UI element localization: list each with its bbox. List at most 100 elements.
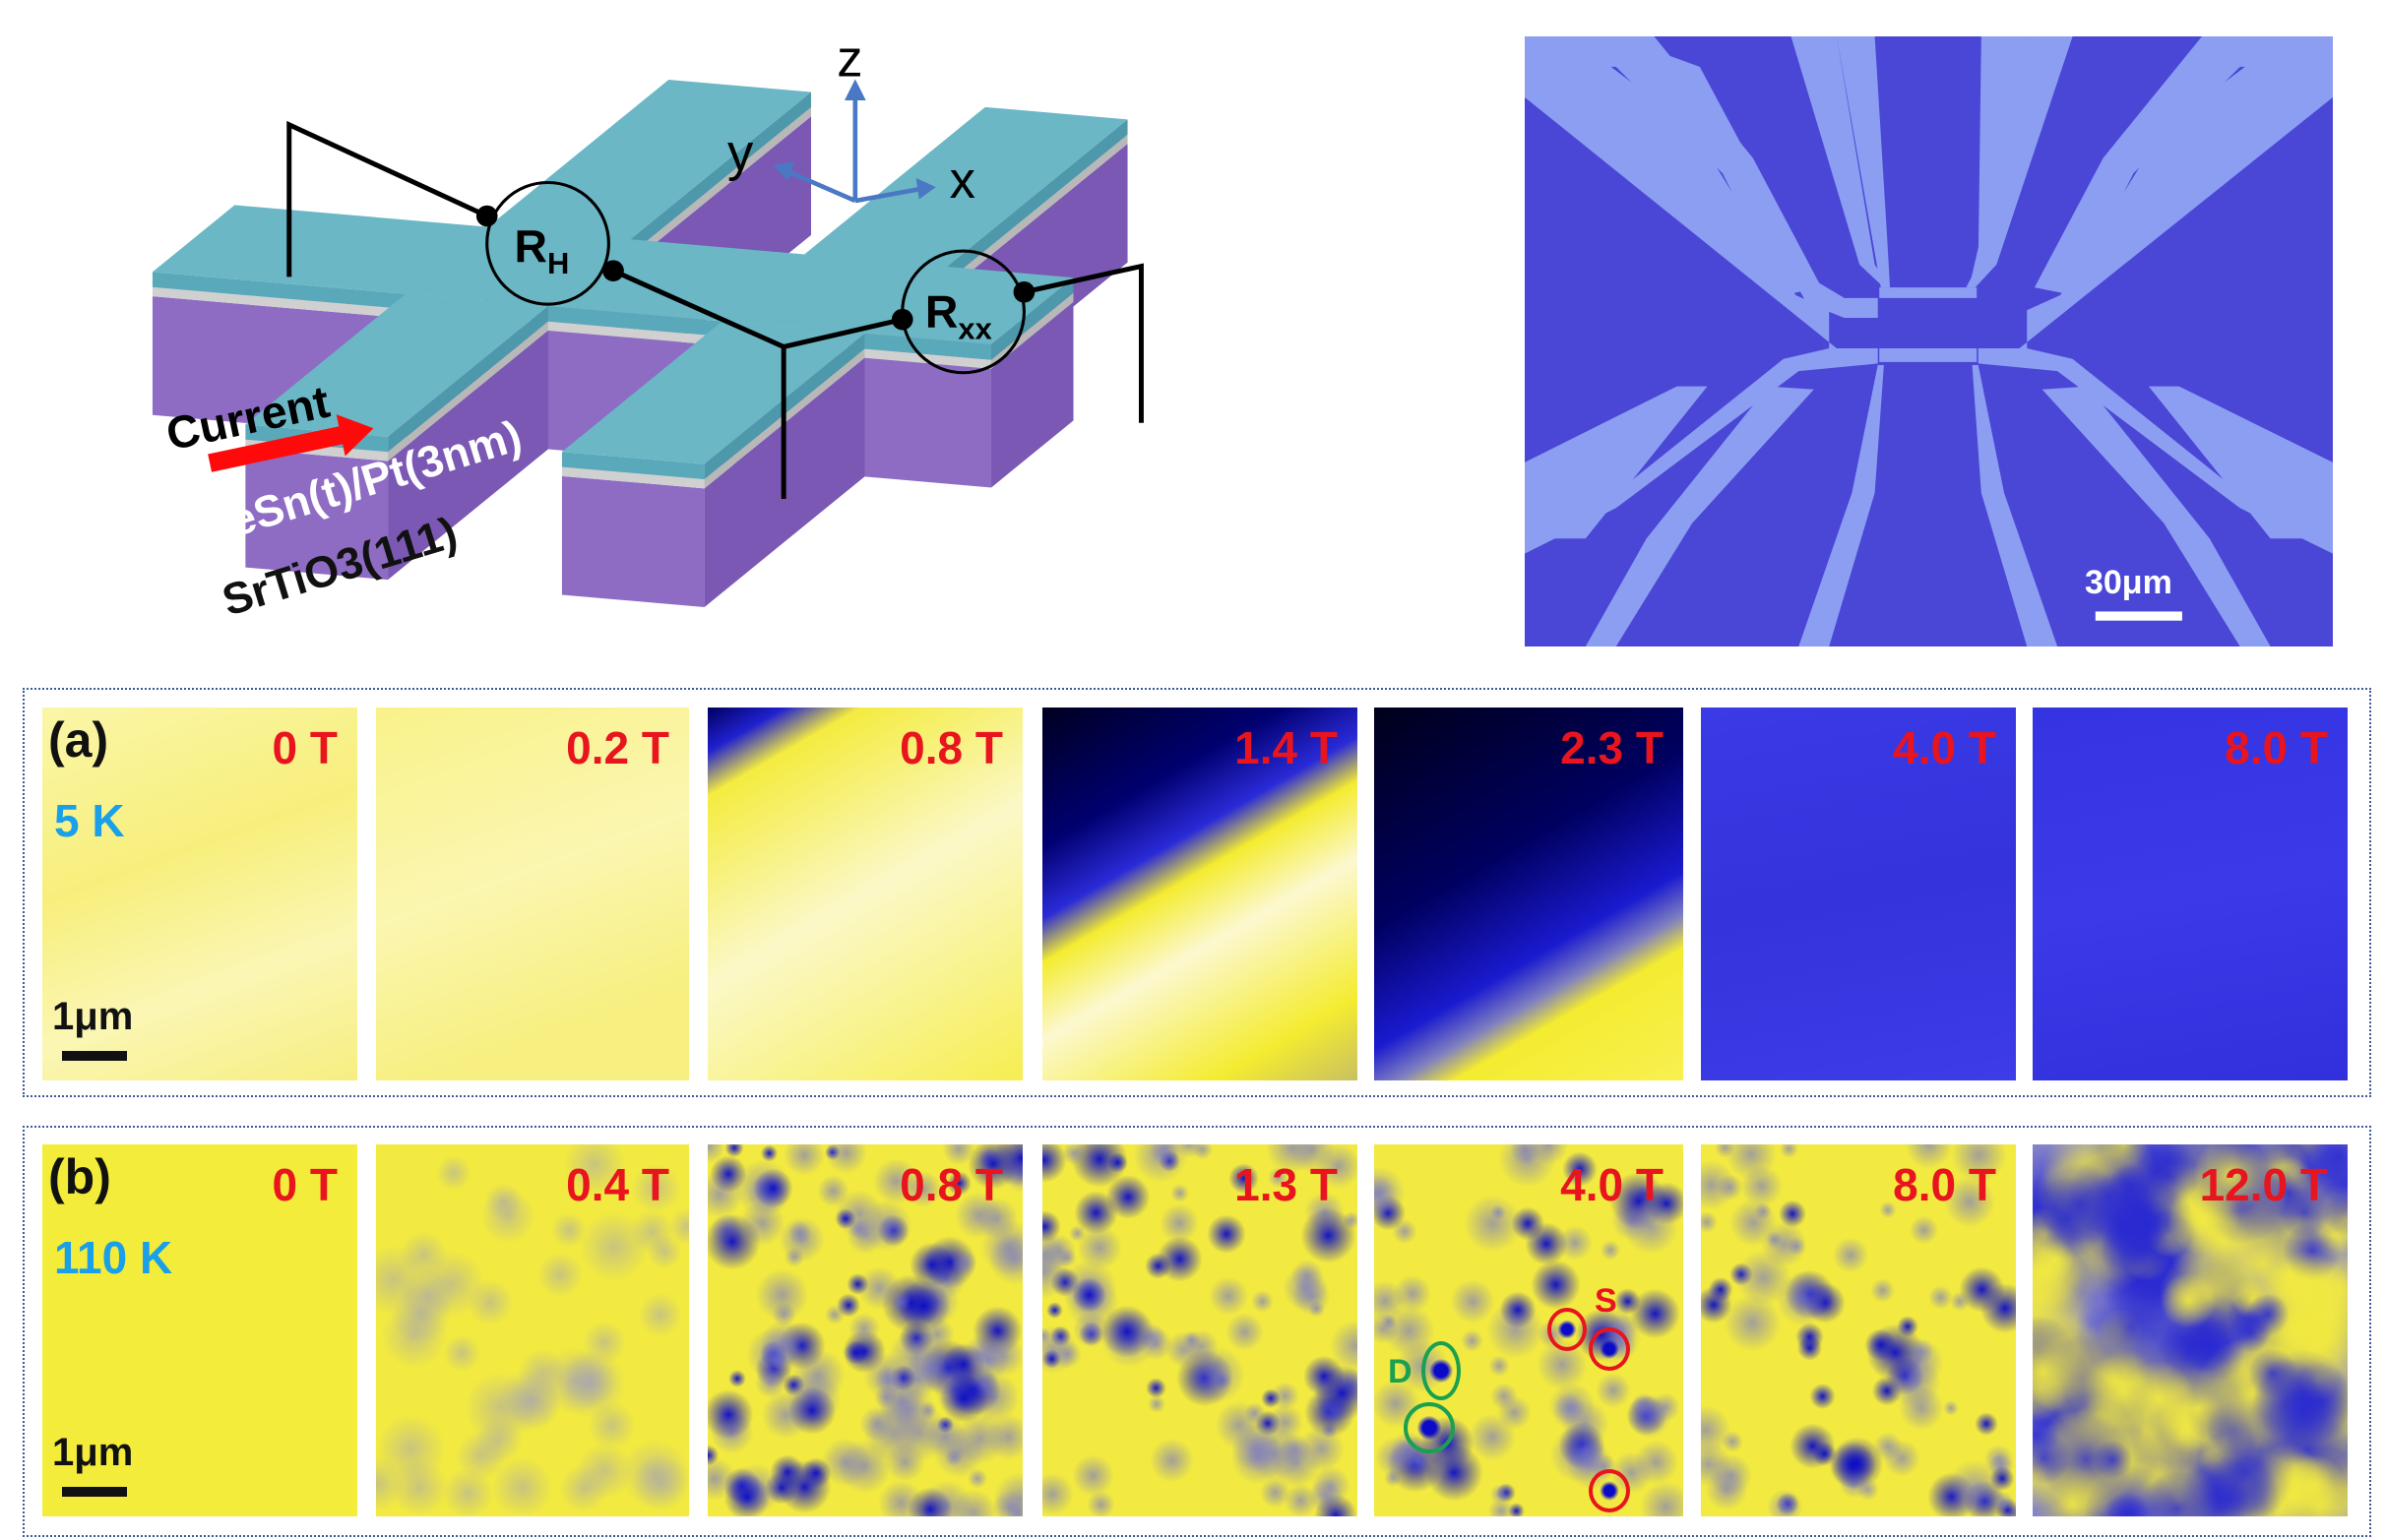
magnetic-texture-spot bbox=[1928, 1284, 1954, 1310]
magnetic-texture-spot bbox=[1561, 1151, 1598, 1188]
magnetic-texture-spot bbox=[1042, 1144, 1067, 1183]
magnetic-texture-spot bbox=[727, 1369, 747, 1388]
magnetic-texture-spot bbox=[1974, 1412, 1998, 1437]
magnetic-texture-spot bbox=[1046, 1302, 1063, 1319]
magnetic-texture-spot bbox=[1888, 1356, 1941, 1409]
magnetic-texture-spot bbox=[1979, 1282, 2016, 1334]
magnetic-texture-spot bbox=[1988, 1465, 2015, 1492]
box-side-face bbox=[991, 301, 1074, 488]
magnetic-texture-spot bbox=[1300, 1206, 1357, 1263]
magnetic-texture-spot bbox=[561, 1352, 619, 1410]
magnetic-texture-spot bbox=[629, 1209, 675, 1255]
magnetic-texture-spot bbox=[467, 1278, 514, 1325]
magnetic-texture-spot bbox=[1393, 1274, 1432, 1313]
magnetic-texture-spot bbox=[824, 1144, 868, 1175]
magnetic-texture-spot bbox=[575, 1442, 634, 1500]
magnetic-texture-spot bbox=[1530, 1259, 1581, 1310]
device-micrograph: 30μm bbox=[1525, 36, 2333, 647]
contact-dot bbox=[891, 308, 913, 331]
mfm-image: 0 T (a) 5 K 1μm bbox=[42, 708, 357, 1080]
magnetic-texture-spot bbox=[1942, 1399, 1960, 1416]
magnetic-texture-spot bbox=[1828, 1442, 1876, 1490]
magnetic-texture-spot bbox=[1897, 1315, 1919, 1338]
magnetic-texture-spot bbox=[1209, 1275, 1249, 1316]
magnetic-texture-spot bbox=[905, 1170, 942, 1208]
magnetic-texture-spot bbox=[1468, 1413, 1517, 1462]
magnetic-texture-spot bbox=[1374, 1313, 1400, 1344]
box-side-face bbox=[991, 277, 1074, 360]
contact-dot bbox=[602, 260, 624, 281]
magnetic-texture-spot bbox=[539, 1345, 610, 1416]
magnetic-texture-spot bbox=[1206, 1214, 1246, 1255]
skyrmion-label: S bbox=[1595, 1282, 1617, 1320]
electrodes bbox=[1525, 36, 2333, 647]
hall-meter-circle bbox=[485, 180, 610, 306]
magnetic-texture-spot bbox=[988, 1232, 1023, 1286]
mfm-image: 8.0 T bbox=[2033, 708, 2348, 1080]
magnetic-texture-spot bbox=[1042, 1472, 1074, 1516]
box-top-face bbox=[245, 293, 548, 437]
magnetic-texture-spot bbox=[950, 1249, 977, 1276]
magnetic-texture-spot bbox=[946, 1170, 973, 1196]
magnetic-texture-spot bbox=[400, 1267, 456, 1324]
magnetic-texture-spot bbox=[724, 1144, 744, 1158]
box-top-face bbox=[800, 106, 1128, 271]
annotation-circle bbox=[1589, 1469, 1630, 1512]
field-label: 8.0 T bbox=[2225, 722, 2328, 773]
magnetic-texture-spot bbox=[1062, 1144, 1087, 1165]
magnetic-texture-spot bbox=[1307, 1300, 1326, 1318]
magnetic-texture-spot bbox=[1042, 1327, 1051, 1344]
magnetic-texture-spot bbox=[942, 1144, 975, 1166]
magnetic-texture-spot bbox=[2092, 1440, 2133, 1480]
magnetic-texture-spot bbox=[456, 1431, 507, 1481]
magnetic-texture-spot bbox=[1148, 1395, 1166, 1414]
magnetic-texture-spot bbox=[632, 1452, 689, 1511]
mfm-image: 1.4 T bbox=[1042, 708, 1357, 1080]
magnetic-texture-spot bbox=[2121, 1360, 2196, 1435]
magnetic-texture-spot bbox=[555, 1347, 628, 1420]
magnetic-texture-spot bbox=[376, 1414, 446, 1485]
box-top-face bbox=[483, 80, 811, 243]
magnetic-texture-spot bbox=[1106, 1152, 1128, 1174]
mfm-image: 1.3 T bbox=[1042, 1144, 1357, 1516]
magnetic-texture-spot bbox=[1182, 1330, 1201, 1350]
magnetic-texture-spot bbox=[838, 1440, 892, 1494]
magnetic-texture-spot bbox=[843, 1340, 868, 1365]
magnetic-texture-spot bbox=[619, 1438, 689, 1509]
box-top-face bbox=[561, 321, 865, 464]
magnetic-texture-spot bbox=[630, 1163, 681, 1214]
magnetic-texture-spot bbox=[391, 1284, 452, 1345]
field-label: 0.4 T bbox=[566, 1159, 669, 1210]
magnetic-texture-spot bbox=[836, 1293, 861, 1318]
field-label: 2.3 T bbox=[1560, 722, 1664, 773]
magnetic-texture-spot bbox=[1992, 1490, 2015, 1512]
magnetic-texture-spot bbox=[551, 1212, 588, 1249]
magnetic-texture-spot bbox=[1487, 1354, 1511, 1377]
z-axis-label: z bbox=[837, 30, 862, 88]
magnetic-texture-spot bbox=[1870, 1278, 1895, 1303]
scalebar-label: 1μm bbox=[52, 1431, 134, 1474]
magnetic-texture-spot bbox=[1224, 1313, 1264, 1351]
magnetic-texture-spot bbox=[708, 1445, 720, 1466]
magnetic-texture-spot bbox=[1149, 1438, 1195, 1483]
temperature-label: 110 K bbox=[54, 1232, 173, 1283]
contact-dot bbox=[1013, 280, 1036, 303]
magnetic-texture-spot bbox=[518, 1348, 567, 1397]
magnetic-texture-spot bbox=[863, 1351, 912, 1400]
magnetic-texture-spot bbox=[1943, 1176, 1996, 1228]
magnetic-texture-spot bbox=[816, 1174, 849, 1208]
box-front-face bbox=[561, 452, 705, 480]
box-front-face bbox=[561, 466, 705, 489]
mfm-image: 0.8 T bbox=[708, 708, 1023, 1080]
mfm-image: 0.4 T bbox=[376, 1144, 689, 1516]
magnetic-texture-spot bbox=[1832, 1237, 1868, 1273]
temperature-label: 5 K bbox=[54, 795, 125, 846]
annotation-circle bbox=[1404, 1402, 1455, 1453]
magnetic-texture-spot bbox=[1042, 1209, 1061, 1243]
magnetic-texture-spot bbox=[1284, 1483, 1318, 1516]
magnetic-texture-spot bbox=[1629, 1287, 1681, 1339]
magnetic-texture-spot bbox=[1450, 1278, 1495, 1324]
magnetic-texture-spot bbox=[1260, 1388, 1281, 1409]
magnetic-texture-spot bbox=[1244, 1402, 1266, 1425]
magnetic-texture-spot bbox=[2245, 1292, 2291, 1337]
